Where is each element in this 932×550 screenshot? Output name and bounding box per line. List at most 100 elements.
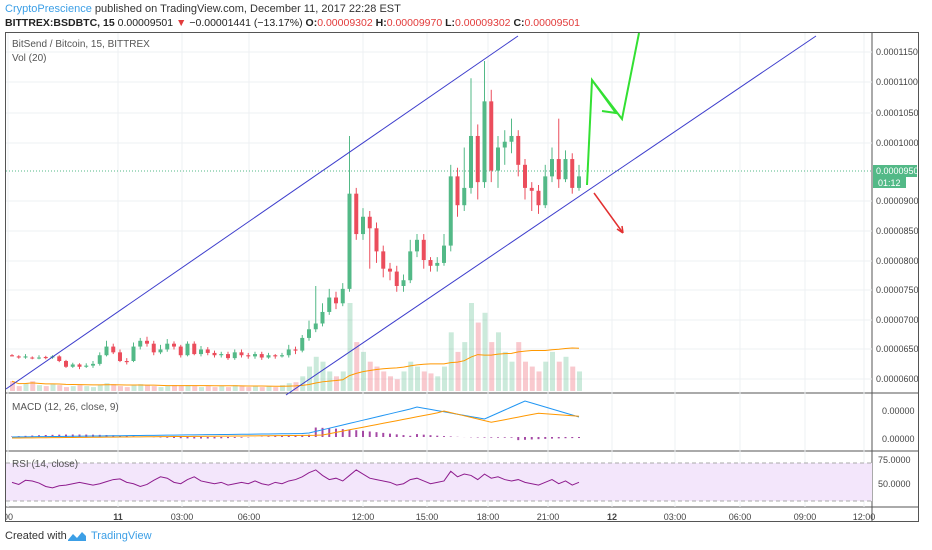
rsi-tick-label: 75.0000	[878, 455, 911, 465]
volume-bar	[523, 361, 528, 391]
macd-histogram-bar	[490, 437, 493, 438]
candle-body	[550, 159, 554, 177]
candle-body	[16, 356, 21, 358]
symbol-label: BITTREX:BSDBTC, 15	[5, 17, 115, 29]
footer-bar: Created with TradingView	[0, 522, 932, 550]
candle-body	[118, 352, 122, 361]
volume-bar	[280, 385, 285, 391]
volume-bar	[320, 361, 326, 391]
volume-bar	[158, 387, 164, 391]
candle-body	[226, 354, 230, 359]
candle-body	[307, 329, 311, 338]
volume-bar	[37, 385, 42, 391]
macd-histogram-bar	[206, 437, 209, 439]
time-tick-label: 12:00	[853, 512, 876, 521]
macd-histogram-bar	[517, 437, 520, 441]
candle-body	[529, 187, 534, 191]
macd-histogram-bar	[544, 437, 547, 439]
volume-bar	[550, 351, 555, 391]
volume-bar	[428, 373, 434, 391]
candle-body	[246, 355, 251, 357]
macd-signal-line	[11, 410, 580, 439]
candle-body	[57, 356, 62, 361]
rsi-tick-label: 50.0000	[878, 479, 911, 489]
volume-bar	[205, 386, 211, 391]
volume-bar	[118, 386, 123, 391]
macd-histogram-bar	[173, 437, 175, 439]
candle-body	[401, 280, 406, 286]
volume-bar	[16, 386, 22, 391]
macd-histogram-bar	[571, 437, 574, 439]
current-price-box	[873, 165, 917, 177]
projection-down-arrow	[593, 192, 624, 234]
candle-body	[84, 365, 89, 367]
candle-body	[104, 346, 109, 356]
candle-body	[37, 357, 41, 359]
volume-pane-title: Vol (20)	[12, 53, 47, 64]
volume-bar	[219, 386, 225, 391]
candle-body	[340, 288, 345, 304]
volume-bar	[199, 387, 204, 391]
candle-body	[556, 159, 561, 180]
macd-histogram-bar	[220, 437, 223, 439]
author-link[interactable]: CryptoPrescience	[5, 3, 92, 15]
volume-bar	[347, 303, 353, 391]
volume-bar	[77, 385, 83, 391]
created-with-label: Created with	[5, 530, 67, 542]
volume-bar	[354, 342, 360, 391]
volume-bar	[509, 361, 515, 391]
volume-bar	[192, 386, 198, 391]
macd-histogram-bar	[524, 437, 526, 440]
volume-bar	[408, 361, 414, 391]
macd-histogram-bar	[422, 434, 425, 437]
volume-bar	[529, 366, 535, 391]
volume-bar	[388, 376, 393, 391]
open-label: O:	[305, 17, 318, 29]
rsi-line	[11, 469, 580, 489]
macd-histogram-bar	[227, 437, 229, 439]
candle-body	[320, 311, 325, 324]
macd-histogram-bar	[389, 433, 391, 437]
candle-body	[192, 343, 197, 355]
volume-bar	[226, 387, 231, 391]
tradingview-link[interactable]: TradingView	[91, 530, 152, 542]
candle-body	[482, 101, 487, 183]
macd-histogram-bar	[119, 435, 121, 437]
candle-body	[199, 349, 203, 355]
macd-histogram-bar	[179, 437, 182, 439]
candle-body	[212, 352, 217, 356]
volume-bar	[286, 383, 292, 391]
macd-histogram-bar	[44, 435, 47, 437]
volume-bar	[462, 342, 468, 391]
macd-histogram-bar	[314, 427, 317, 437]
time-tick-label: 18:00	[477, 512, 500, 521]
volume-bar	[212, 387, 218, 391]
volume-bar	[30, 381, 36, 391]
tradingview-logo-icon[interactable]	[68, 531, 86, 541]
macd-line	[11, 400, 580, 438]
macd-histogram-bar	[166, 437, 169, 438]
publish-info: published on TradingView.com, December 1…	[94, 3, 401, 15]
quote-line: BITTREX:BSDBTC, 15 0.00009501 ▼ −0.00001…	[5, 17, 580, 29]
macd-histogram-bar	[443, 436, 445, 437]
macd-histogram-bar	[416, 434, 418, 437]
candle-body	[178, 346, 183, 356]
volume-bar	[482, 312, 488, 391]
volume-bar	[577, 371, 582, 391]
volume-bar	[475, 322, 481, 391]
time-tick-label: 21:00	[537, 512, 560, 521]
volume-bar	[273, 387, 279, 391]
candle-body	[435, 262, 440, 266]
volume-bar	[543, 361, 549, 391]
candle-body	[70, 364, 75, 367]
high-value: 0.00009970	[386, 17, 443, 29]
volume-bar	[367, 361, 373, 391]
candle-body	[570, 159, 575, 188]
candle-body	[347, 193, 352, 289]
